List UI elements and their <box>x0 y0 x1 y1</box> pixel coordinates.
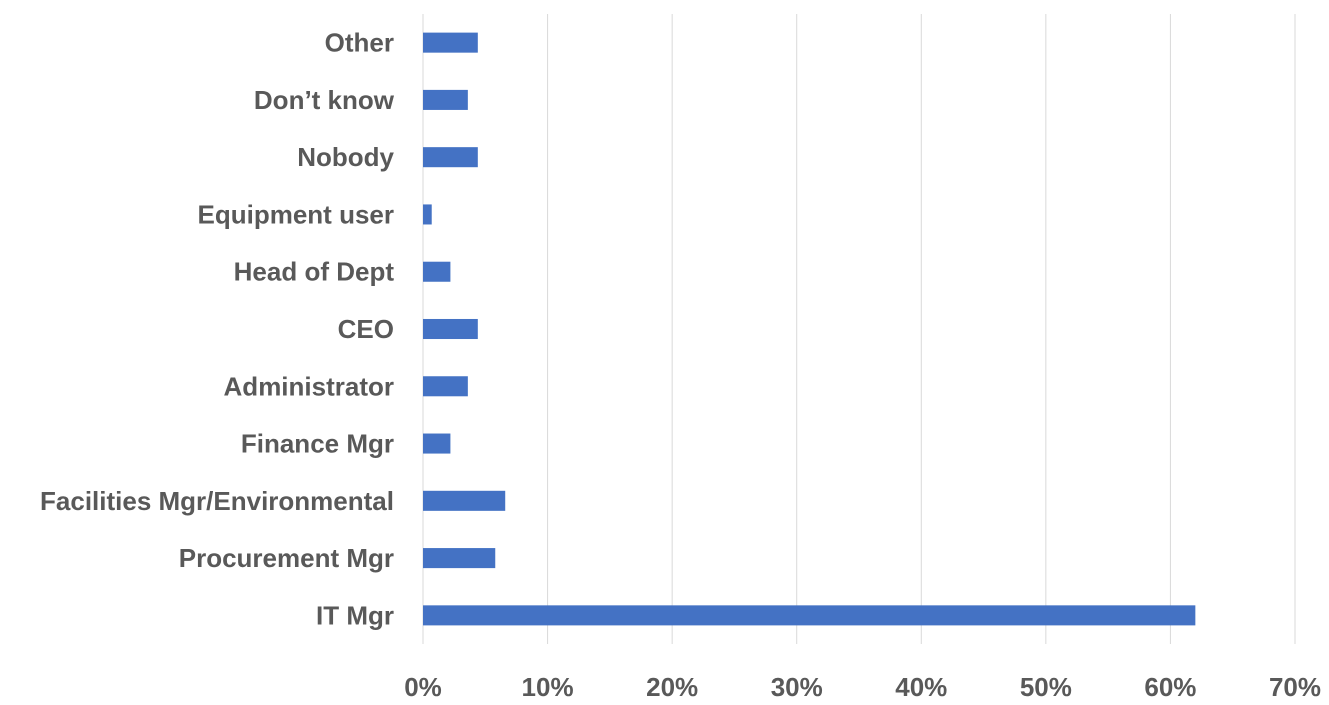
category-label: Finance Mgr <box>241 429 394 459</box>
x-tick-label: 70% <box>1269 672 1321 702</box>
x-tick-label: 10% <box>522 672 574 702</box>
bar <box>423 548 496 569</box>
bar <box>423 32 478 53</box>
bar <box>423 318 478 340</box>
x-tick-label: 60% <box>1144 672 1196 702</box>
category-label: CEO <box>338 314 394 344</box>
bar <box>423 147 478 168</box>
bar <box>423 490 506 511</box>
category-label: Other <box>325 28 394 58</box>
category-label: Don’t know <box>254 85 395 115</box>
bar <box>423 605 1196 626</box>
x-tick-label: 20% <box>646 672 698 702</box>
category-label: Nobody <box>297 142 394 172</box>
category-label: Facilities Mgr/Environmental <box>40 486 394 516</box>
bars <box>423 32 1196 626</box>
bar <box>423 204 432 225</box>
bar <box>423 89 468 110</box>
category-label: Procurement Mgr <box>179 543 394 573</box>
bar <box>423 433 451 454</box>
bar <box>423 376 468 397</box>
gridlines <box>422 14 1296 644</box>
category-labels: IT Mgr Procurement Mgr Facilities Mgr/Envi… <box>40 28 395 631</box>
category-label: Equipment user <box>198 199 394 229</box>
bar <box>423 261 451 282</box>
x-tick-label: 50% <box>1020 672 1072 702</box>
x-axis-tick-labels: 0% 10% 20% 30% 40% 50% 60% 70% <box>404 672 1321 702</box>
category-label: Administrator <box>224 371 394 401</box>
category-label: Head of Dept <box>234 257 395 287</box>
x-tick-label: 30% <box>771 672 823 702</box>
category-label: IT Mgr <box>316 600 394 630</box>
x-tick-label: 40% <box>895 672 947 702</box>
x-tick-label: 0% <box>404 672 442 702</box>
